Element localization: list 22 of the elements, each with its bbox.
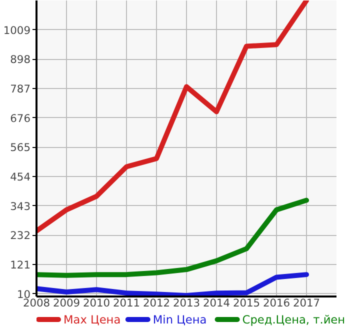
x-tick-label: 2013	[172, 296, 200, 310]
x-tick-label: 2008	[22, 296, 50, 310]
x-tick-label: 2010	[82, 296, 110, 310]
x-tick-label: 2016	[262, 296, 290, 310]
x-tick-label: 2012	[142, 296, 170, 310]
y-tick-label: 121	[10, 258, 31, 272]
y-tick-label: 676	[10, 112, 31, 125]
x-tick-label: 2017	[292, 296, 320, 310]
y-tick-label: 565	[10, 141, 31, 154]
y-tick-label: 787	[10, 82, 31, 96]
legend-label: Max Цена	[64, 312, 121, 326]
y-tick-label: 232	[10, 229, 31, 242]
y-tick-label: 898	[10, 53, 31, 66]
y-tick-label: 1009	[3, 24, 31, 37]
x-tick-label: 2011	[112, 296, 140, 310]
y-tick-label: 454	[10, 170, 31, 184]
legend-label: Сред.Цена, т.йен	[242, 312, 345, 326]
y-tick-label: 343	[10, 200, 31, 213]
x-tick-label: 2015	[232, 296, 260, 310]
legend-label: Min Цена	[152, 312, 207, 326]
x-tick-label: 2014	[202, 296, 230, 310]
x-tick-label: 2009	[52, 296, 80, 310]
